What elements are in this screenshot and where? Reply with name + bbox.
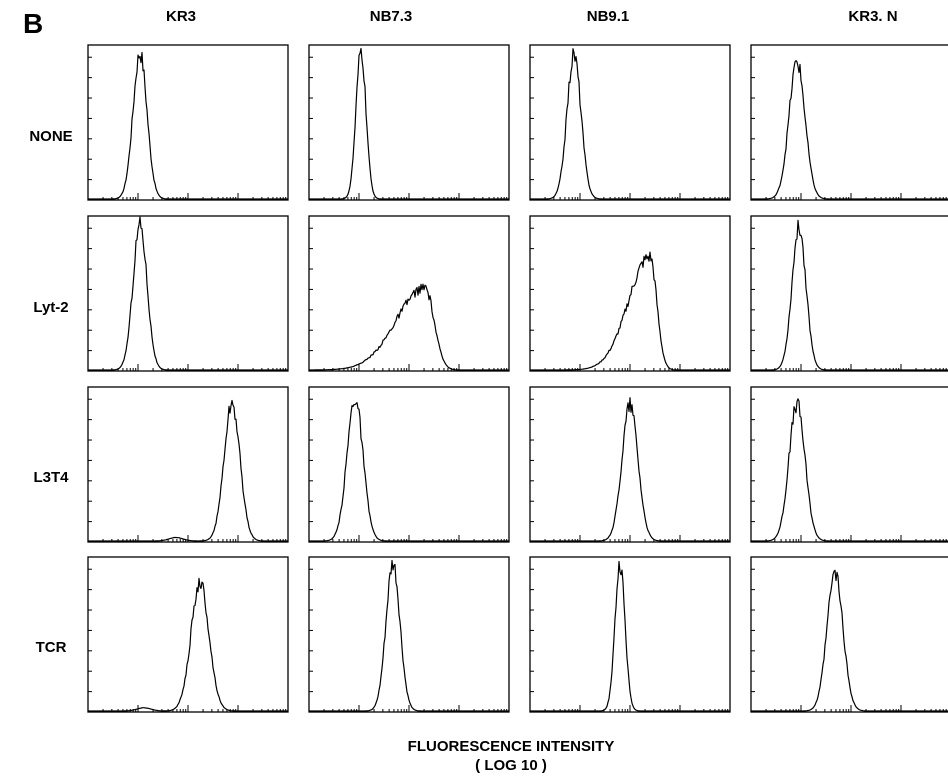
histogram-panel-2-3 [750, 386, 948, 543]
histogram-trace [530, 397, 730, 542]
panel-frame [87, 215, 289, 372]
histogram-trace [309, 402, 509, 542]
histogram-trace [751, 219, 948, 371]
histogram-panel-3-2 [529, 556, 731, 713]
histogram-trace [88, 577, 288, 712]
histogram-trace [88, 399, 288, 542]
column-label-2: NB9.1 [587, 8, 630, 25]
histogram-trace [88, 216, 288, 371]
histogram-trace [530, 251, 730, 371]
row-label-2: L3T4 [33, 469, 69, 486]
row-label-3: TCR [36, 639, 67, 656]
row-labels: NONE Lyt-2 L3T4 TCR [29, 128, 72, 656]
panel-frame [529, 386, 731, 543]
panel-frame [87, 44, 289, 201]
histogram-panel-1-2 [529, 215, 731, 372]
histogram-panel-2-0 [87, 386, 289, 543]
column-label-0: KR3 [166, 8, 196, 25]
histogram-trace [88, 51, 288, 200]
histogram-trace [309, 283, 509, 371]
column-label-3: KR3. N [848, 8, 897, 25]
panel-frame [750, 215, 948, 372]
panel-frame [308, 386, 510, 543]
histogram-panel-1-0 [87, 215, 289, 372]
histogram-panels [87, 44, 948, 713]
column-labels: KR3 NB7.3 NB9.1 KR3. N [166, 8, 898, 25]
histogram-panel-0-3 [750, 44, 948, 201]
histogram-panel-2-1 [308, 386, 510, 543]
histogram-panel-1-1 [308, 215, 510, 372]
panel-frame [750, 556, 948, 713]
histogram-panel-2-2 [529, 386, 731, 543]
panel-frame [308, 215, 510, 372]
row-label-1: Lyt-2 [33, 299, 68, 316]
row-label-0: NONE [29, 128, 72, 145]
panel-frame [87, 386, 289, 543]
histogram-panel-0-1 [308, 44, 510, 201]
histogram-trace [530, 560, 730, 712]
column-label-1: NB7.3 [370, 8, 413, 25]
histogram-panel-1-3 [750, 215, 948, 372]
histogram-trace [309, 559, 509, 712]
panel-frame [529, 215, 731, 372]
histogram-panel-3-3 [750, 556, 948, 713]
panel-frame [308, 44, 510, 201]
x-axis-unit: ( LOG 10 ) [475, 757, 547, 774]
x-axis-title: FLUORESCENCE INTENSITY [408, 738, 615, 755]
histogram-trace [309, 47, 509, 200]
histogram-trace [751, 398, 948, 542]
histogram-trace [751, 60, 948, 200]
panel-frame [529, 44, 731, 201]
histogram-panel-0-0 [87, 44, 289, 201]
histogram-trace [751, 569, 948, 712]
histogram-panel-3-1 [308, 556, 510, 713]
histogram-panel-3-0 [87, 556, 289, 713]
panel-frame [750, 44, 948, 201]
histogram-panel-0-2 [529, 44, 731, 201]
panel-frame [87, 556, 289, 713]
panel-frame [308, 556, 510, 713]
panel-frame [750, 386, 948, 543]
histogram-trace [530, 48, 730, 200]
panel-letter: B [23, 8, 43, 39]
